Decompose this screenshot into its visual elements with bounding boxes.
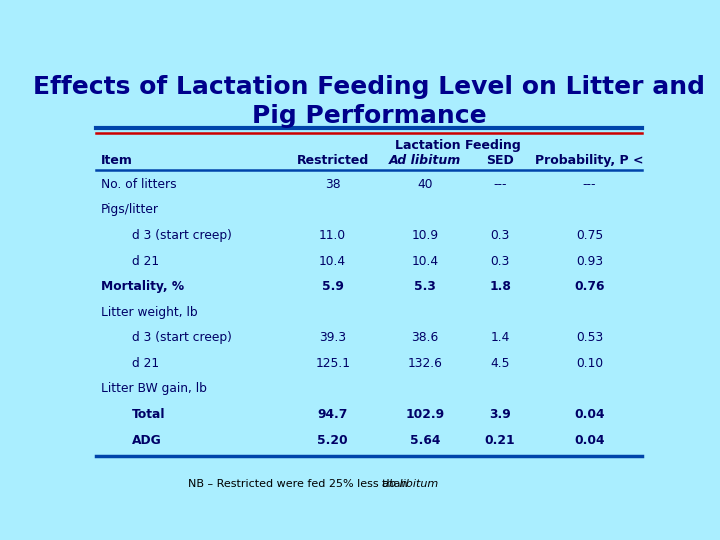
Text: 4.5: 4.5 <box>490 357 510 370</box>
Text: 3.9: 3.9 <box>490 408 511 421</box>
Text: 5.9: 5.9 <box>322 280 343 293</box>
Text: 102.9: 102.9 <box>405 408 444 421</box>
Text: ---: --- <box>493 178 507 191</box>
Text: 0.75: 0.75 <box>576 229 603 242</box>
Text: d 21: d 21 <box>132 357 159 370</box>
Text: Litter BW gain, lb: Litter BW gain, lb <box>101 382 207 395</box>
Text: 5.3: 5.3 <box>414 280 436 293</box>
Text: 132.6: 132.6 <box>408 357 442 370</box>
Text: 0.3: 0.3 <box>490 255 510 268</box>
Text: Probability, P <: Probability, P < <box>535 154 644 167</box>
Text: 11.0: 11.0 <box>319 229 346 242</box>
Text: Pigs/litter: Pigs/litter <box>101 204 159 217</box>
Text: 5.20: 5.20 <box>318 434 348 447</box>
Text: 0.04: 0.04 <box>574 408 605 421</box>
Text: Item: Item <box>101 154 133 167</box>
Text: Pig Performance: Pig Performance <box>252 104 486 129</box>
Text: SED: SED <box>486 154 514 167</box>
Text: 0.10: 0.10 <box>576 357 603 370</box>
Text: d 3 (start creep): d 3 (start creep) <box>132 229 232 242</box>
Text: No. of litters: No. of litters <box>101 178 177 191</box>
Text: 0.3: 0.3 <box>490 229 510 242</box>
Text: Mortality, %: Mortality, % <box>101 280 184 293</box>
Text: 38: 38 <box>325 178 341 191</box>
Text: 38.6: 38.6 <box>411 332 438 345</box>
Text: Restricted: Restricted <box>297 154 369 167</box>
Text: 0.93: 0.93 <box>576 255 603 268</box>
Text: 94.7: 94.7 <box>318 408 348 421</box>
Text: 39.3: 39.3 <box>319 332 346 345</box>
Text: 5.64: 5.64 <box>410 434 440 447</box>
Text: Litter weight, lb: Litter weight, lb <box>101 306 198 319</box>
Text: 10.4: 10.4 <box>319 255 346 268</box>
Text: 0.21: 0.21 <box>485 434 516 447</box>
Text: ---: --- <box>582 178 596 191</box>
Text: Effects of Lactation Feeding Level on Litter and: Effects of Lactation Feeding Level on Li… <box>33 75 705 99</box>
Text: 125.1: 125.1 <box>315 357 350 370</box>
Text: Lactation Feeding: Lactation Feeding <box>395 139 521 152</box>
Text: 10.9: 10.9 <box>411 229 438 242</box>
Text: NB – Restricted were fed 25% less than: NB – Restricted were fed 25% less than <box>188 479 411 489</box>
Text: Ad libitum: Ad libitum <box>389 154 461 167</box>
Text: d 3 (start creep): d 3 (start creep) <box>132 332 232 345</box>
Text: 0.53: 0.53 <box>576 332 603 345</box>
Text: 1.4: 1.4 <box>490 332 510 345</box>
Text: Total: Total <box>132 408 166 421</box>
Text: ADG: ADG <box>132 434 161 447</box>
Text: 0.76: 0.76 <box>574 280 605 293</box>
Text: 40: 40 <box>417 178 433 191</box>
Text: d 21: d 21 <box>132 255 159 268</box>
Text: 1.8: 1.8 <box>489 280 511 293</box>
Text: 10.4: 10.4 <box>411 255 438 268</box>
Text: ab libitum: ab libitum <box>382 479 438 489</box>
Text: 0.04: 0.04 <box>574 434 605 447</box>
